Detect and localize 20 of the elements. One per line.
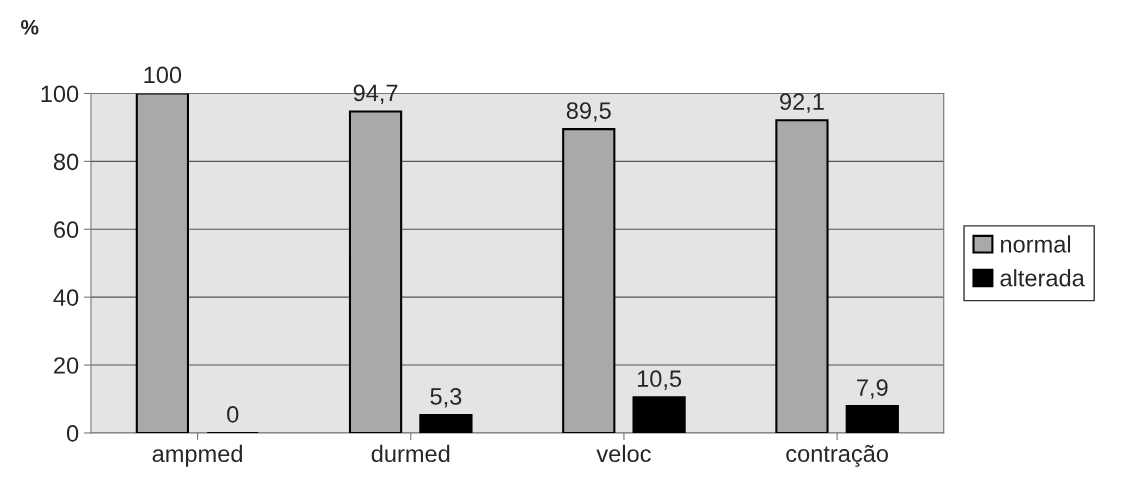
y-tick-label: 60 (54, 221, 79, 239)
data-label: 100 (144, 66, 182, 84)
data-label: 10,5 (637, 370, 682, 390)
data-label: 92,1 (780, 93, 824, 113)
y-tick-label: 80 (53, 153, 79, 171)
legend-label: normal (1001, 235, 1071, 253)
data-label: 89,5 (566, 102, 611, 122)
y-axis-title: % (20, 19, 39, 35)
y-tick-label: 0 (66, 425, 79, 442)
x-tick-label: veloc (596, 444, 651, 463)
x-tick-label: contração (786, 444, 888, 467)
data-label: 7,9 (857, 379, 888, 399)
data-label: 5,3 (430, 388, 462, 408)
data-label: 0 (227, 406, 239, 423)
x-tick-label: durmed (371, 444, 450, 463)
legend-label: alterada (1000, 269, 1085, 287)
y-tick-label: 40 (53, 289, 79, 306)
y-tick-label: 100 (41, 85, 79, 103)
x-tick-label: ampmed (152, 444, 242, 467)
y-tick-label: 20 (54, 357, 79, 374)
